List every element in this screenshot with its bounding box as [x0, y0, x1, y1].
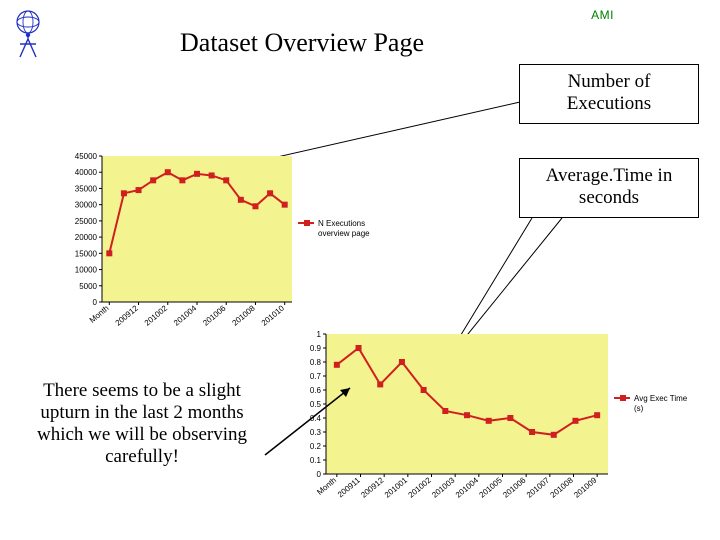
svg-text:(s): (s): [634, 404, 644, 413]
ami-label: AMI: [591, 8, 614, 22]
svg-text:201008: 201008: [231, 303, 258, 327]
svg-text:201002: 201002: [407, 475, 434, 499]
svg-text:overview page: overview page: [318, 229, 370, 238]
page-title: Dataset Overview Page: [180, 28, 424, 58]
svg-text:40000: 40000: [75, 168, 98, 177]
svg-text:201010: 201010: [260, 303, 287, 327]
atlas-logo: [10, 8, 46, 60]
svg-text:30000: 30000: [75, 201, 98, 210]
arrow-to-chart: [260, 380, 360, 460]
svg-text:25000: 25000: [75, 217, 98, 226]
svg-text:201003: 201003: [430, 475, 457, 499]
svg-text:201001: 201001: [383, 475, 410, 499]
svg-text:5000: 5000: [79, 282, 97, 291]
svg-text:201006: 201006: [501, 475, 528, 499]
svg-text:201008: 201008: [549, 475, 576, 499]
svg-text:0: 0: [93, 298, 98, 307]
svg-text:0: 0: [317, 470, 322, 479]
svg-text:1: 1: [317, 330, 322, 339]
callout-avgtime: Average.Time in seconds: [519, 158, 699, 218]
svg-text:N Executions: N Executions: [318, 219, 365, 228]
svg-text:201004: 201004: [172, 303, 199, 327]
svg-text:10000: 10000: [75, 266, 98, 275]
svg-text:201002: 201002: [143, 303, 170, 327]
svg-text:200911: 200911: [336, 475, 362, 499]
svg-text:20000: 20000: [75, 233, 98, 242]
svg-text:0.9: 0.9: [310, 344, 322, 353]
svg-text:201006: 201006: [201, 303, 228, 327]
observation-note: There seems to be a slight upturn in the…: [22, 380, 262, 467]
executions-chart: 0 5000 10000 15000 20000 25000 30000 35000 40000…: [62, 150, 396, 340]
callout-executions: Number of Executions: [519, 64, 699, 124]
svg-text:201007: 201007: [525, 475, 552, 499]
svg-text:200912: 200912: [114, 303, 141, 327]
svg-text:Avg Exec Time: Avg Exec Time: [634, 394, 688, 403]
svg-text:15000: 15000: [75, 249, 98, 258]
svg-text:35000: 35000: [75, 184, 98, 193]
svg-text:200912: 200912: [359, 475, 386, 499]
svg-text:45000: 45000: [75, 152, 98, 161]
svg-text:Month: Month: [88, 304, 111, 325]
svg-text:201005: 201005: [478, 475, 505, 499]
svg-text:201009: 201009: [572, 475, 599, 499]
svg-text:0.8: 0.8: [310, 358, 322, 367]
svg-text:201004: 201004: [454, 475, 481, 499]
